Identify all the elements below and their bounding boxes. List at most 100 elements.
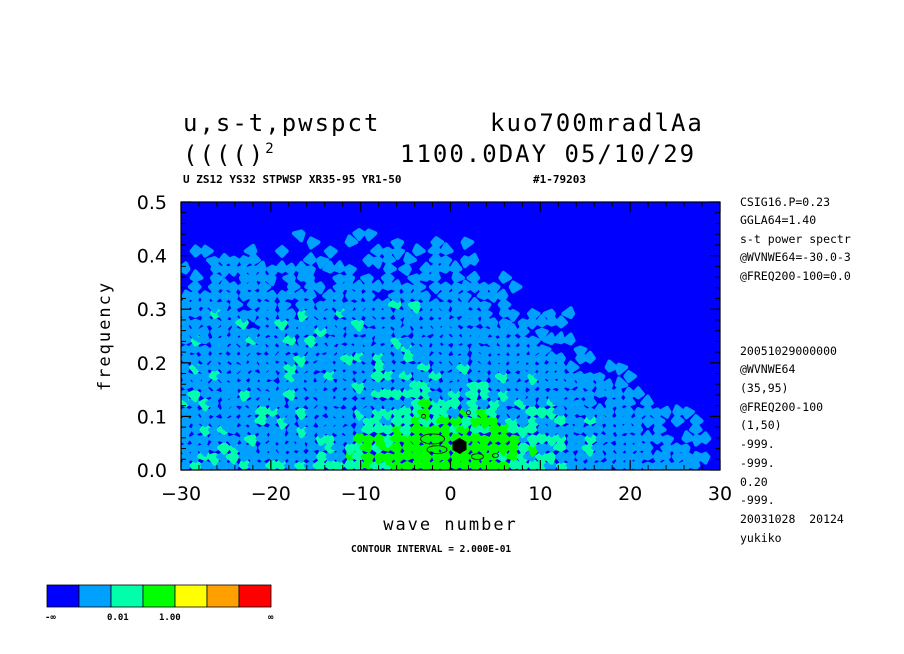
field-cell bbox=[390, 238, 405, 251]
field-cell bbox=[257, 280, 272, 294]
field-cell bbox=[199, 307, 213, 320]
field-cell bbox=[599, 378, 614, 392]
field-cell bbox=[438, 255, 453, 269]
colorbar-label: 1.00 bbox=[159, 613, 181, 623]
field-cell bbox=[575, 449, 589, 463]
field-cell bbox=[437, 300, 451, 314]
x-tick-label: 0 bbox=[444, 483, 456, 505]
field-cell bbox=[272, 425, 287, 439]
field-cell bbox=[383, 261, 397, 275]
side-info-9: @FREQ200-100 bbox=[740, 400, 824, 414]
field-cell bbox=[185, 353, 200, 367]
field-cell bbox=[195, 434, 209, 447]
field-cell bbox=[660, 434, 674, 448]
title-units-exponent: 2 bbox=[265, 141, 276, 157]
field-cell bbox=[494, 362, 508, 376]
y-tick-label: 0.5 bbox=[137, 192, 167, 214]
side-info-4: @WVNWE64=-30.0-3 bbox=[740, 250, 851, 264]
field-cell bbox=[601, 442, 616, 456]
colorbar-label: ∞ bbox=[268, 613, 274, 623]
field-cell bbox=[458, 291, 472, 305]
colorbar-swatch bbox=[206, 584, 240, 608]
field-cell bbox=[331, 327, 346, 340]
field-cell bbox=[582, 350, 596, 364]
field-cell bbox=[186, 290, 201, 303]
side-info-6: 20051029000000 bbox=[740, 344, 837, 358]
y-tick-label: 0.1 bbox=[137, 406, 167, 428]
field-cell bbox=[321, 433, 335, 447]
field-cell bbox=[226, 255, 241, 269]
field-cell bbox=[620, 405, 635, 419]
field-cell bbox=[572, 459, 586, 470]
contour-line bbox=[426, 445, 448, 455]
field-cell bbox=[611, 396, 626, 410]
side-info-1: CSIG16.P=0.23 bbox=[740, 195, 831, 209]
colorbar-label: -∞ bbox=[45, 613, 56, 623]
field-cell bbox=[412, 243, 426, 257]
field-cell bbox=[236, 379, 250, 392]
colorbar-swatch bbox=[110, 584, 144, 608]
field-cell bbox=[573, 345, 588, 359]
contour-interval-note: CONTOUR INTERVAL = 2.000E-01 bbox=[351, 544, 512, 555]
field-cell bbox=[623, 370, 637, 383]
field-cell bbox=[369, 279, 384, 293]
subtitle-id: #1-79203 bbox=[533, 173, 586, 186]
side-info-12: -999. bbox=[740, 456, 775, 470]
field-cell bbox=[181, 362, 190, 375]
contour-lines bbox=[420, 410, 499, 461]
field-cell bbox=[187, 389, 201, 403]
field-cell bbox=[535, 387, 549, 401]
field-cell bbox=[388, 279, 402, 293]
field-cell bbox=[486, 282, 501, 295]
field-cell bbox=[554, 315, 568, 329]
field-cell bbox=[630, 432, 644, 446]
field-cell bbox=[301, 299, 315, 312]
field-cell bbox=[225, 451, 240, 465]
field-cell bbox=[484, 336, 498, 350]
field-cell bbox=[264, 380, 278, 394]
field-cell bbox=[681, 406, 695, 420]
field-cell bbox=[323, 377, 337, 391]
field-cell bbox=[495, 404, 509, 417]
field-cell bbox=[306, 236, 321, 250]
side-info-10: (1,50) bbox=[740, 418, 782, 432]
field-cell bbox=[304, 449, 319, 463]
axes: −30 −20 −10 0 10 20 30 0.0 0.1 0.2 0.3 0.4 0.5 wave n… bbox=[95, 192, 732, 535]
contour-line bbox=[421, 413, 427, 419]
field-cell bbox=[542, 308, 556, 322]
field-cell bbox=[657, 405, 672, 419]
field-cell bbox=[245, 327, 260, 341]
field-cell bbox=[496, 432, 511, 446]
field-cell bbox=[217, 441, 231, 455]
field-cell bbox=[438, 281, 453, 295]
contour-line bbox=[470, 453, 484, 461]
side-info-14: -999. bbox=[740, 493, 775, 507]
field-cell bbox=[315, 256, 330, 269]
field-cell bbox=[274, 317, 288, 331]
field-cell bbox=[484, 317, 499, 331]
title-run-name: kuo700mradlAa bbox=[490, 109, 704, 137]
title-variable: u,s-t,pwspct bbox=[183, 109, 381, 137]
field-cell bbox=[187, 280, 202, 294]
field-cell bbox=[344, 234, 359, 248]
field-cell bbox=[226, 434, 240, 448]
field-cell bbox=[676, 443, 691, 457]
y-tick-label: 0.4 bbox=[137, 246, 167, 268]
field-cell bbox=[343, 264, 357, 278]
field-cell bbox=[400, 282, 415, 296]
power-spectrum-field bbox=[181, 202, 720, 470]
field-cell bbox=[370, 398, 384, 412]
field-cell bbox=[398, 263, 412, 276]
field-cell bbox=[243, 243, 258, 257]
side-info-13: 0.20 bbox=[740, 475, 768, 489]
field-cell bbox=[498, 270, 512, 284]
field-cell bbox=[591, 372, 606, 386]
field-cell bbox=[185, 406, 200, 419]
field-cell bbox=[339, 407, 354, 421]
field-cell bbox=[427, 423, 441, 437]
field-cell bbox=[403, 251, 417, 265]
side-info-3: s-t power spectr bbox=[740, 232, 851, 246]
field-cell bbox=[446, 406, 461, 419]
field-cell bbox=[359, 405, 374, 419]
